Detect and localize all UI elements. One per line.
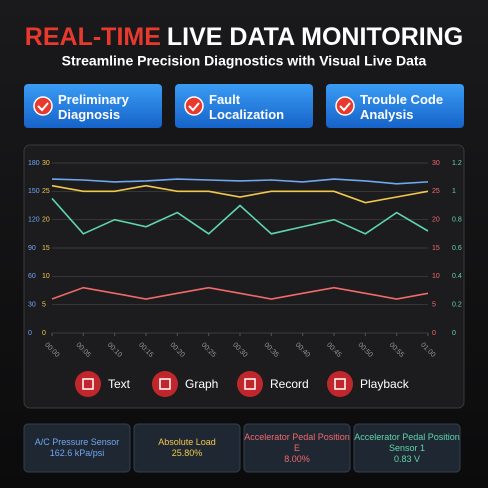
control-glyph [244, 378, 256, 390]
sensor-name: Accelerator Pedal Position Sensor 1 [354, 431, 460, 453]
y-tick-label: 0.6 [452, 245, 462, 252]
y-tick-label: 1.2 [452, 160, 462, 167]
y-tick-label: 30 [42, 160, 50, 167]
control-label[interactable]: Record [270, 377, 309, 391]
sensor: Accelerator Pedal Position Sensor 1 0.83 … [354, 424, 460, 472]
y-tick-label: 20 [42, 217, 50, 224]
y-tick-label: 0.4 [452, 273, 462, 280]
y-tick-label: 0.2 [452, 302, 462, 309]
y-tick-label: 10 [432, 273, 440, 280]
y-tick-label: 1 [452, 188, 456, 195]
y-tick-label: 15 [432, 245, 440, 252]
control-icon[interactable] [237, 371, 263, 397]
sensor-name: A/C Pressure Sensor [34, 437, 120, 447]
y-tick-label: 15 [42, 245, 50, 252]
sensor: Absolute Load 25.80% [134, 424, 240, 472]
y-tick-label: 25 [42, 188, 50, 195]
control-glyph [159, 378, 171, 390]
control-icon[interactable] [75, 371, 101, 397]
feature-label-box: Fault Localization [209, 92, 285, 122]
check-icon [33, 96, 53, 116]
feature-label-box: Trouble Code Analysis [360, 92, 444, 122]
control-label[interactable]: Graph [185, 377, 218, 391]
y-tick-label: 180 [28, 160, 40, 167]
subtitle: Streamline Precision Diagnostics with Vi… [62, 53, 427, 69]
data-line [51, 178, 429, 185]
sensor-value: 8.00% [284, 453, 310, 464]
y-tick-label: 120 [28, 217, 40, 224]
sensor-name: Accelerator Pedal Position E [244, 431, 350, 453]
feature-button[interactable] [175, 84, 313, 128]
y-tick-label: 30 [28, 302, 36, 309]
sensor-box: Accelerator Pedal Position E8.00% [244, 424, 350, 472]
feature-button[interactable] [24, 84, 162, 128]
sensor-card [353, 423, 461, 473]
y-tick-label: 60 [28, 273, 36, 280]
y-tick-label: 20 [432, 217, 440, 224]
feature-label: Trouble Code Analysis [360, 92, 444, 122]
feature-button[interactable] [326, 84, 464, 128]
control-label[interactable]: Text [108, 377, 131, 391]
sensor-name: Absolute Load [158, 437, 216, 447]
sensor-value: 25.80% [171, 448, 203, 458]
control-glyph [334, 378, 346, 390]
y-tick-label: 25 [432, 188, 440, 195]
check-mark [339, 102, 351, 112]
feature-label: Preliminary Diagnosis [58, 92, 129, 122]
feature-label: Fault Localization [209, 92, 285, 122]
data-line [51, 197, 429, 235]
title-rest: LIVE DATA MONITORING [167, 23, 463, 51]
control-glyph [82, 378, 94, 390]
data-line [51, 286, 429, 300]
feature-label-box: Preliminary Diagnosis [58, 92, 129, 122]
check-mark [37, 102, 49, 112]
y-tick-label: 0 [432, 330, 436, 337]
sensor-card [23, 423, 131, 473]
control-label[interactable]: Playback [360, 377, 410, 391]
y-tick-label: 0.8 [452, 217, 462, 224]
y-tick-label: 0 [28, 330, 32, 337]
y-tick-label: 5 [42, 302, 46, 309]
sensor-box: Accelerator Pedal Position Sensor 10.83 … [354, 424, 460, 472]
title: REAL-TIME LIVE DATA MONITORING [25, 23, 463, 51]
sensor-card [133, 423, 241, 473]
check-icon [184, 96, 204, 116]
y-tick-label: 0 [42, 330, 46, 337]
y-tick-label: 10 [42, 273, 50, 280]
y-tick-label: 30 [432, 160, 440, 167]
sensor: A/C Pressure Sensor 162.6 kPa/psi [24, 424, 130, 472]
sensor-value: 0.83 V [393, 453, 421, 464]
title-accent: REAL-TIME [25, 23, 161, 51]
control-icon[interactable] [327, 371, 353, 397]
y-tick-label: 90 [28, 245, 36, 252]
control-icon[interactable] [152, 371, 178, 397]
y-tick-label: 150 [28, 188, 40, 195]
y-tick-label: 5 [432, 302, 436, 309]
sensor-card [243, 423, 351, 473]
sensor-value: 162.6 kPa/psi [49, 448, 105, 458]
check-mark [188, 102, 200, 112]
y-tick-label: 0 [452, 330, 456, 337]
sensor: Accelerator Pedal Position E 8.00% [244, 424, 350, 472]
data-line [51, 184, 429, 204]
check-icon [335, 96, 355, 116]
